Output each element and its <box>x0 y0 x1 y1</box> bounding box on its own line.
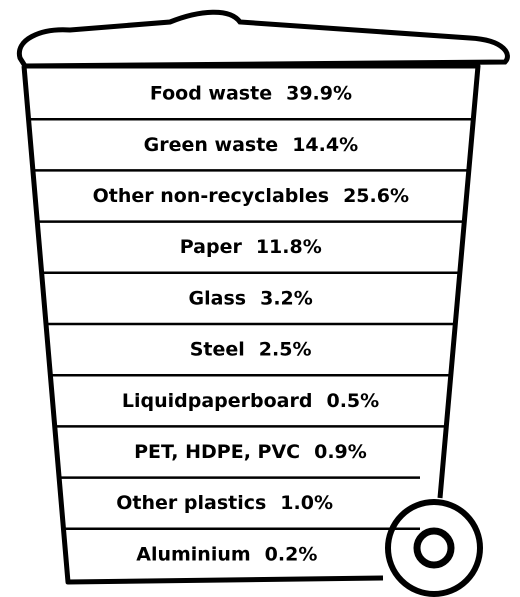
material-share: 3.2% <box>260 287 313 309</box>
material-name: PET, HDPE, PVC <box>134 441 300 463</box>
material-share: 0.2% <box>265 543 318 565</box>
row-label: Green waste 14.4% <box>144 133 358 155</box>
material-name: Other plastics <box>116 492 266 514</box>
material-name: Food waste <box>150 82 272 104</box>
material-name: Liquidpaperboard <box>122 389 313 411</box>
material-share: 0.5% <box>326 389 379 411</box>
material-share: 1.0% <box>280 492 333 514</box>
material-name: Paper <box>180 236 243 258</box>
row-label: Steel 2.5% <box>190 338 312 360</box>
row-label: Other non-recyclables 25.6% <box>93 185 409 207</box>
material-name: Glass <box>189 287 247 309</box>
wheel-hub <box>413 527 455 569</box>
material-name: Other non-recyclables <box>93 185 329 207</box>
row-label: Other plastics 1.0% <box>116 492 333 514</box>
rows: Food waste 39.9% Green waste 14.4% Other non… <box>28 82 474 565</box>
row-label: Food waste 39.9% <box>150 82 352 104</box>
material-share: 14.4% <box>292 133 358 155</box>
row-label: Glass 3.2% <box>189 287 313 309</box>
row-label: Aluminium 0.2% <box>136 543 317 565</box>
bin-body <box>21 63 481 585</box>
row-label: Paper 11.8% <box>180 236 322 258</box>
material-share: 11.8% <box>256 236 322 258</box>
material-name: Green waste <box>144 133 279 155</box>
material-name: Steel <box>190 338 245 360</box>
material-share: 0.9% <box>314 441 367 463</box>
material-share: 25.6% <box>343 185 409 207</box>
row-label: PET, HDPE, PVC 0.9% <box>134 441 367 463</box>
material-share: 39.9% <box>286 82 352 104</box>
material-name: Aluminium <box>136 543 250 565</box>
material-share: 2.5% <box>259 338 312 360</box>
row-label: Liquidpaperboard 0.5% <box>122 389 379 411</box>
bin-lid <box>16 9 510 69</box>
